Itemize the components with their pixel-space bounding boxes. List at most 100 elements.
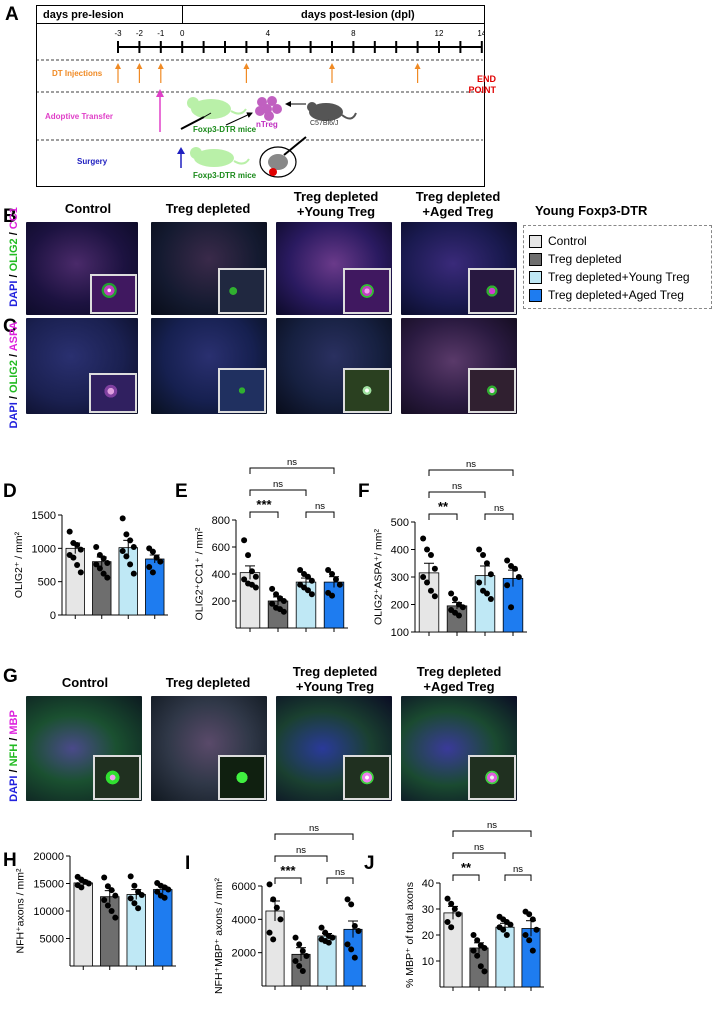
- panel-label-a: A: [5, 4, 19, 25]
- data-point: [297, 566, 304, 573]
- data-point: [427, 587, 434, 594]
- legend-item-control: Control: [529, 234, 587, 248]
- inset-zoom: [218, 755, 266, 800]
- y-tick-label: 40: [422, 878, 434, 890]
- data-point: [270, 936, 277, 943]
- y-tick-label: 1000: [32, 543, 56, 555]
- col-title-treg-depleted: Treg depleted: [165, 201, 251, 216]
- c57-label: C57Bl6/J: [310, 120, 339, 127]
- inset-zoom: [468, 755, 516, 800]
- y-tick-label: 600: [212, 542, 230, 554]
- data-point: [444, 895, 451, 902]
- dt-arrow-head: [414, 63, 421, 69]
- data-point: [154, 888, 161, 895]
- data-point: [119, 548, 126, 554]
- data-point: [127, 873, 134, 880]
- spinal-cord-injection-icon: [259, 136, 307, 178]
- data-point: [245, 552, 252, 559]
- significance-bracket: [305, 511, 335, 518]
- data-point: [318, 924, 325, 931]
- y-axis-label: NFH⁺MBP⁺ axons / mm²: [213, 877, 225, 994]
- micrograph-c-young-treg: [276, 318, 392, 414]
- data-point: [127, 895, 134, 902]
- y-axis-label: NFH⁺axons / mm²: [15, 868, 27, 953]
- significance-bracket: [249, 489, 307, 496]
- data-point: [104, 902, 111, 909]
- data-point: [444, 919, 451, 925]
- data-point: [481, 968, 488, 975]
- data-point: [427, 552, 434, 558]
- data-point: [299, 968, 306, 974]
- data-point: [131, 882, 138, 889]
- significance-bracket: [274, 855, 328, 862]
- data-point: [308, 577, 315, 584]
- data-point: [332, 576, 339, 583]
- data-point: [104, 574, 111, 581]
- data-point: [329, 934, 336, 941]
- data-point: [487, 571, 494, 578]
- surgery-label: Surgery: [77, 157, 108, 166]
- y-tick-label: 1500: [32, 510, 56, 522]
- dt-arrow-head: [243, 63, 250, 69]
- y-tick-label: 20000: [33, 851, 64, 863]
- data-point: [269, 585, 276, 592]
- data-point: [127, 561, 134, 568]
- data-point: [252, 573, 259, 580]
- timeline-box: days pre-lesion days post-lesion (dpl): [36, 5, 485, 187]
- inset-zoom: [468, 368, 516, 413]
- y-tick-label: 200: [212, 596, 230, 608]
- data-point: [108, 908, 115, 914]
- ntreg-label: nTreg: [256, 120, 278, 129]
- surgery-mouse-icon: [190, 147, 250, 167]
- panel-label-g: G: [3, 666, 18, 687]
- significance-label: ns: [466, 460, 476, 470]
- data-point: [487, 596, 494, 602]
- data-point: [431, 593, 438, 600]
- dt-arrow-head: [115, 63, 121, 69]
- data-point: [351, 954, 358, 961]
- y-tick-label: 5000: [40, 934, 64, 946]
- col-title-young-treg: Treg depleted +Young Treg: [293, 189, 379, 219]
- data-point: [355, 928, 362, 934]
- panel-label-h: H: [3, 850, 17, 871]
- significance-bracket: [428, 491, 486, 498]
- y-tick-label: 2000: [232, 948, 256, 960]
- timeline-tick-label: -1: [157, 29, 165, 38]
- dt-arrow-head: [157, 63, 164, 69]
- data-point: [448, 900, 455, 907]
- data-point: [325, 566, 332, 573]
- bar: [265, 910, 285, 987]
- significance-bracket: [274, 833, 354, 840]
- panel-label-d: D: [3, 481, 17, 502]
- data-point: [292, 934, 299, 941]
- bar: [73, 882, 93, 967]
- data-point: [325, 939, 332, 946]
- panel-label-c: C: [3, 316, 17, 337]
- data-point: [123, 553, 130, 560]
- significance-bracket: [428, 469, 514, 476]
- inset-zoom: [218, 268, 266, 314]
- data-point: [329, 571, 336, 577]
- micrograph-c-aged-treg: [401, 318, 517, 414]
- data-point: [348, 901, 355, 908]
- data-point: [77, 546, 84, 553]
- data-point: [96, 565, 103, 572]
- data-point: [112, 914, 119, 921]
- y-axis-label: % MBP⁺ of total axons: [404, 882, 416, 988]
- data-point: [500, 926, 507, 933]
- significance-label: **: [438, 499, 449, 514]
- data-point: [303, 953, 310, 959]
- data-point: [277, 916, 284, 923]
- data-point: [135, 905, 142, 912]
- data-point: [420, 535, 427, 542]
- significance-bracket: [326, 877, 354, 884]
- col-title-control: Control: [64, 201, 112, 216]
- data-point: [474, 952, 481, 959]
- panel-label-e: E: [175, 481, 188, 502]
- data-point: [483, 590, 490, 597]
- legend-swatch: [529, 234, 542, 248]
- data-point: [266, 881, 273, 888]
- data-point: [304, 587, 311, 594]
- chart-row-1: 0 500 1000 1500 OLIG2⁺ / mm² 200 400 600 800 OLI…: [13, 460, 527, 639]
- syringe-icon: [180, 112, 212, 130]
